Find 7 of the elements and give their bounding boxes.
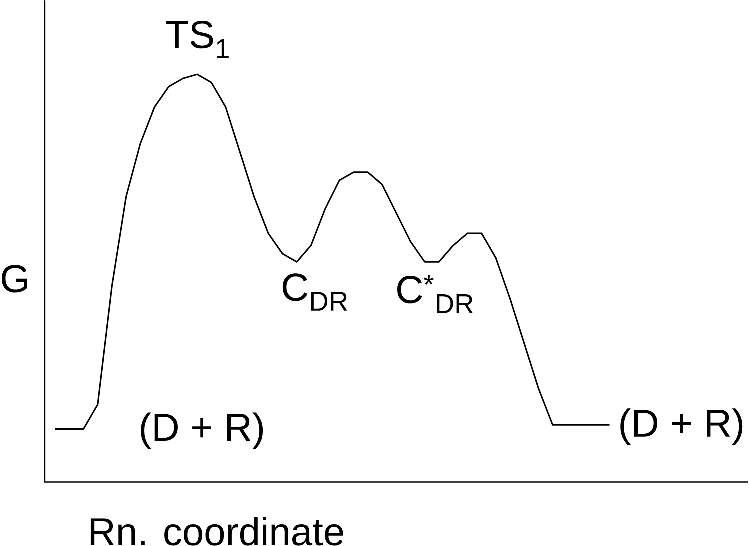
annotation: C$^{*}$DR (398, 275, 474, 314)
annotation: C$_{DR}$ (282, 274, 348, 311)
text: (D + R) (620, 408, 743, 446)
x-axis-title: Rn. coordinate (90, 517, 344, 546)
annotation: (D + R) (141, 412, 264, 450)
text: TS$_{1}$ (166, 21, 229, 58)
y-axis-title: G (2, 265, 28, 293)
